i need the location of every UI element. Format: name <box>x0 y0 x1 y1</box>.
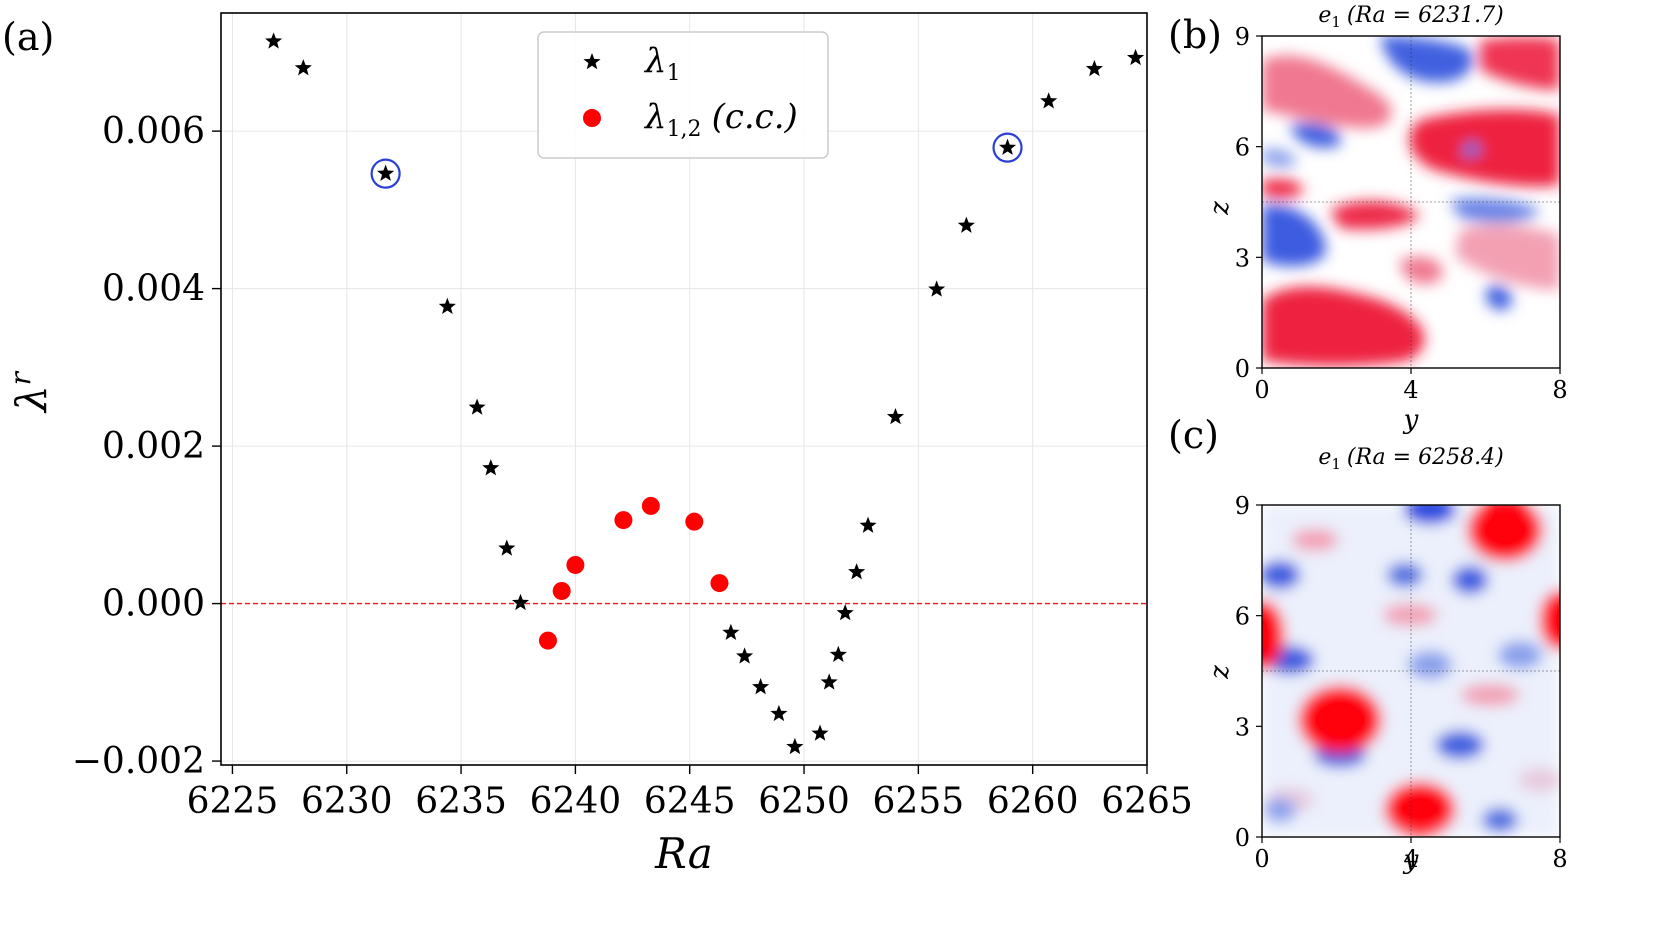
heatmap-y-tick-label: 6 <box>1235 134 1250 162</box>
heatmap-y-tick-label: 3 <box>1235 244 1250 272</box>
heatmap-x-tick-label: 0 <box>1254 845 1269 873</box>
real-eigenvalue-point <box>1040 92 1058 109</box>
x-tick-label: 6245 <box>644 781 736 822</box>
real-eigenvalue-point <box>848 563 866 580</box>
y-axis-label-sup: r <box>4 370 37 385</box>
legend-circle-marker <box>583 109 601 127</box>
real-eigenvalue-point <box>998 138 1017 155</box>
cc-eigenvalue-point <box>641 496 660 515</box>
panel-b-xlabel: y <box>1403 405 1419 435</box>
cc-eigenvalue-point <box>538 631 557 650</box>
cc-eigenvalue-point <box>552 581 571 600</box>
cc-eigenvalue-point <box>710 574 729 593</box>
plot-frame <box>220 12 1148 766</box>
legend-entry-lambda1: λ1 <box>643 41 681 86</box>
x-axis-label: Ra <box>654 829 713 878</box>
real-eigenvalue-point <box>820 673 838 690</box>
real-eigenvalue-point <box>468 398 486 415</box>
heatmap-c-field <box>1262 505 1560 837</box>
cc-eigenvalue-point <box>614 511 633 530</box>
heatmap-c: (c) e1 (Ra = 6258.4) <box>1168 413 1568 875</box>
legend-box <box>537 31 829 159</box>
y-tick-label: 0.006 <box>102 111 205 152</box>
heatmap-x-tick-label: 4 <box>1403 376 1418 404</box>
heatmap-y-tick-label: 0 <box>1235 824 1250 852</box>
svg-text:λr: λr <box>4 370 56 414</box>
x-tick-label: 6260 <box>987 781 1079 822</box>
x-tick-label: 6230 <box>301 781 393 822</box>
real-eigenvalue-point <box>786 737 804 755</box>
real-eigenvalue-point <box>736 647 754 664</box>
real-eigenvalue-point <box>886 407 905 425</box>
real-eigenvalue-point <box>836 604 854 621</box>
real-eigenvalue-point <box>498 539 516 556</box>
real-eigenvalue-point <box>294 59 312 76</box>
heatmap-x-tick-label: 4 <box>1403 845 1418 873</box>
real-eigenvalue-point <box>265 32 283 49</box>
real-eigenvalue-point <box>377 164 395 181</box>
real-eigenvalue-point <box>770 704 788 722</box>
highlight-ring <box>370 158 401 189</box>
y-axis-label: λr <box>4 370 56 414</box>
heatmap-y-tick-label: 0 <box>1235 355 1250 383</box>
real-eigenvalue-point <box>482 459 500 476</box>
cc-eigenvalue-point <box>685 512 704 531</box>
data-points <box>265 32 1145 755</box>
heatmap-b-axes: 0 4 8 0 3 6 9 <box>1235 23 1568 404</box>
legend: λ1 λ1,2 (c.c.) <box>537 31 829 159</box>
heatmap-x-tick-label: 8 <box>1552 376 1567 404</box>
real-eigenvalue-point <box>928 280 946 297</box>
legend-entry-lambda12: λ1,2 (c.c.) <box>643 97 798 142</box>
real-eigenvalue-point <box>957 216 975 233</box>
real-eigenvalue-point <box>438 297 456 314</box>
y-tick-label: 0.000 <box>102 584 205 625</box>
panel-c-label: (c) <box>1168 413 1219 457</box>
panel-c-xlabel: y <box>1403 845 1419 875</box>
heatmap-y-tick-label: 9 <box>1235 23 1250 51</box>
y-tick-label: 0.004 <box>102 269 205 310</box>
cc-eigenvalue-point <box>566 555 585 574</box>
legend-star-marker <box>583 53 601 70</box>
highlight-ring <box>992 132 1023 163</box>
panel-c-title: e1 (Ra = 6258.4) <box>1318 445 1503 473</box>
panel-b-label: (b) <box>1168 13 1222 57</box>
panel-b-title: e1 (Ra = 6231.7) <box>1318 3 1503 31</box>
x-tick-label: 6225 <box>187 781 279 822</box>
heatmap-b: (b) e1 (Ra = 6231.7) <box>1168 3 1568 435</box>
real-eigenvalue-point <box>859 516 877 533</box>
y-axis-label-main: λ <box>7 385 56 414</box>
x-tick-label: 6240 <box>530 781 622 822</box>
x-tick-label: 6250 <box>758 781 850 822</box>
panel-c-ylabel: z <box>1205 665 1235 680</box>
x-tick-label: 6255 <box>873 781 965 822</box>
legend-star-shape <box>583 53 601 70</box>
real-eigenvalue-point <box>511 593 530 611</box>
real-eigenvalue-point <box>811 724 829 741</box>
heatmap-x-tick-label: 0 <box>1254 376 1269 404</box>
panel-b-ylabel: z <box>1205 201 1235 216</box>
heatmap-c-axes: 0 4 8 0 3 6 9 <box>1235 492 1568 873</box>
y-tick-label: −0.002 <box>72 741 205 782</box>
real-eigenvalue-point <box>829 645 847 663</box>
real-eigenvalue-point <box>722 623 740 640</box>
x-tick-label: 6265 <box>1101 781 1193 822</box>
y-tick-label: 0.002 <box>102 426 205 467</box>
main-chart: (a) 6225 6230 6235 6240 6245 6250 6255 6260 6265… <box>2 12 1193 878</box>
axis-ticks: 6225 6230 6235 6240 6245 6250 6255 6260 6265 −0.0… <box>72 111 1193 822</box>
x-tick-label: 6235 <box>415 781 507 822</box>
heatmap-y-tick-label: 3 <box>1235 713 1250 741</box>
heatmap-y-tick-label: 6 <box>1235 603 1250 631</box>
real-eigenvalue-point <box>1085 59 1103 77</box>
panel-a-label: (a) <box>2 15 54 59</box>
heatmap-x-tick-label: 8 <box>1552 845 1567 873</box>
heatmap-y-tick-label: 9 <box>1235 492 1250 520</box>
real-eigenvalue-point <box>1127 48 1145 66</box>
real-eigenvalue-point <box>752 678 770 695</box>
